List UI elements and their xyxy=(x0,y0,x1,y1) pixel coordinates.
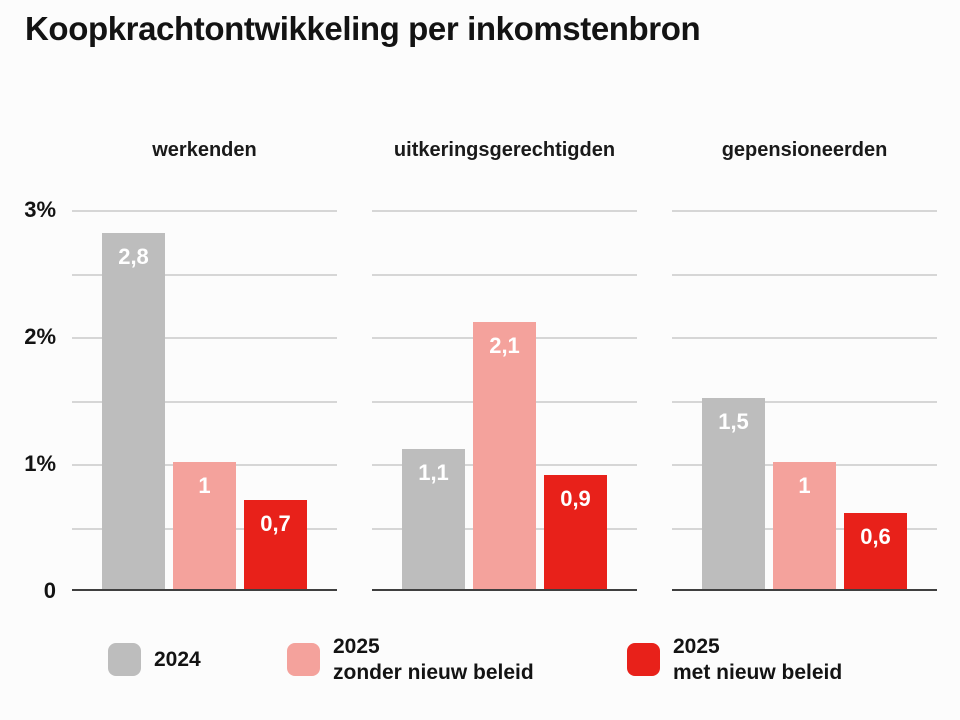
legend-swatch-0 xyxy=(108,643,141,676)
bar-value-label: 0,7 xyxy=(260,511,291,536)
bar-value-label: 1,1 xyxy=(418,460,449,485)
bar-value-label: 1 xyxy=(198,473,211,498)
legend-swatch-1 xyxy=(287,643,320,676)
bar-value-label: 0,9 xyxy=(560,486,591,511)
bar-series0-cat0: 2,8 xyxy=(102,233,165,589)
gridline-2.5 xyxy=(372,273,637,276)
bar-value-label: 1,5 xyxy=(718,409,749,434)
y-tick-1pct: 1% xyxy=(24,451,56,476)
chart-panel-0: 2,8 1 0,7 xyxy=(72,210,337,591)
gridline-2.0 xyxy=(72,337,337,339)
category-header-0: werkenden xyxy=(152,139,257,161)
legend-label-2: 2025 met nieuw beleid xyxy=(673,634,842,686)
legend-swatch-2 xyxy=(627,643,660,676)
baseline xyxy=(372,589,637,591)
y-tick-0: 0 xyxy=(43,578,56,603)
y-tick-3pct: 3% xyxy=(24,197,56,222)
gridline-3.0 xyxy=(372,210,637,212)
legend-label-line: 2025 xyxy=(333,635,380,658)
legend-label-0: 2024 xyxy=(154,647,201,673)
bar-value-label: 2,1 xyxy=(489,333,520,358)
gridline-3.0 xyxy=(672,210,937,212)
legend-label-line: 2024 xyxy=(154,648,201,671)
chart-panel-2: 1,5 1 0,6 xyxy=(672,210,937,591)
gridline-2.5 xyxy=(72,273,337,276)
bar-series0-cat2: 1,5 xyxy=(702,398,765,589)
chart-panel-1: 1,1 2,1 0,9 xyxy=(372,210,637,591)
gridline-3.0 xyxy=(72,210,337,212)
bar-series1-cat1: 2,1 xyxy=(473,322,536,589)
gridline-2.5 xyxy=(672,273,937,276)
legend-label-1: 2025 zonder nieuw beleid xyxy=(333,634,534,686)
legend-label-line: zonder nieuw beleid xyxy=(333,661,534,684)
bar-series1-cat0: 1 xyxy=(173,462,236,589)
category-header-1: uitkeringsgerechtigden xyxy=(393,139,616,161)
bar-series2-cat2: 0,6 xyxy=(844,513,907,589)
legend-label-line: 2025 xyxy=(673,635,720,658)
bar-value-label: 2,8 xyxy=(118,244,149,269)
chart-title: Koopkrachtontwikkeling per inkomstenbron xyxy=(25,10,701,47)
legend-label-line: met nieuw beleid xyxy=(673,661,843,684)
bar-series0-cat1: 1,1 xyxy=(402,449,465,589)
bar-series2-cat1: 0,9 xyxy=(544,475,607,589)
category-header-2: gepensioneerden xyxy=(721,139,888,161)
bar-value-label: 0,6 xyxy=(860,524,891,549)
baseline xyxy=(672,589,937,591)
bar-series2-cat0: 0,7 xyxy=(244,500,307,589)
bar-value-label: 1 xyxy=(798,473,811,498)
gridline-1.5 xyxy=(72,400,337,403)
y-tick-2pct: 2% xyxy=(24,324,56,349)
bar-series1-cat2: 1 xyxy=(773,462,836,589)
baseline xyxy=(72,589,337,591)
gridline-2.0 xyxy=(672,337,937,339)
gridline-1.5 xyxy=(672,400,937,403)
